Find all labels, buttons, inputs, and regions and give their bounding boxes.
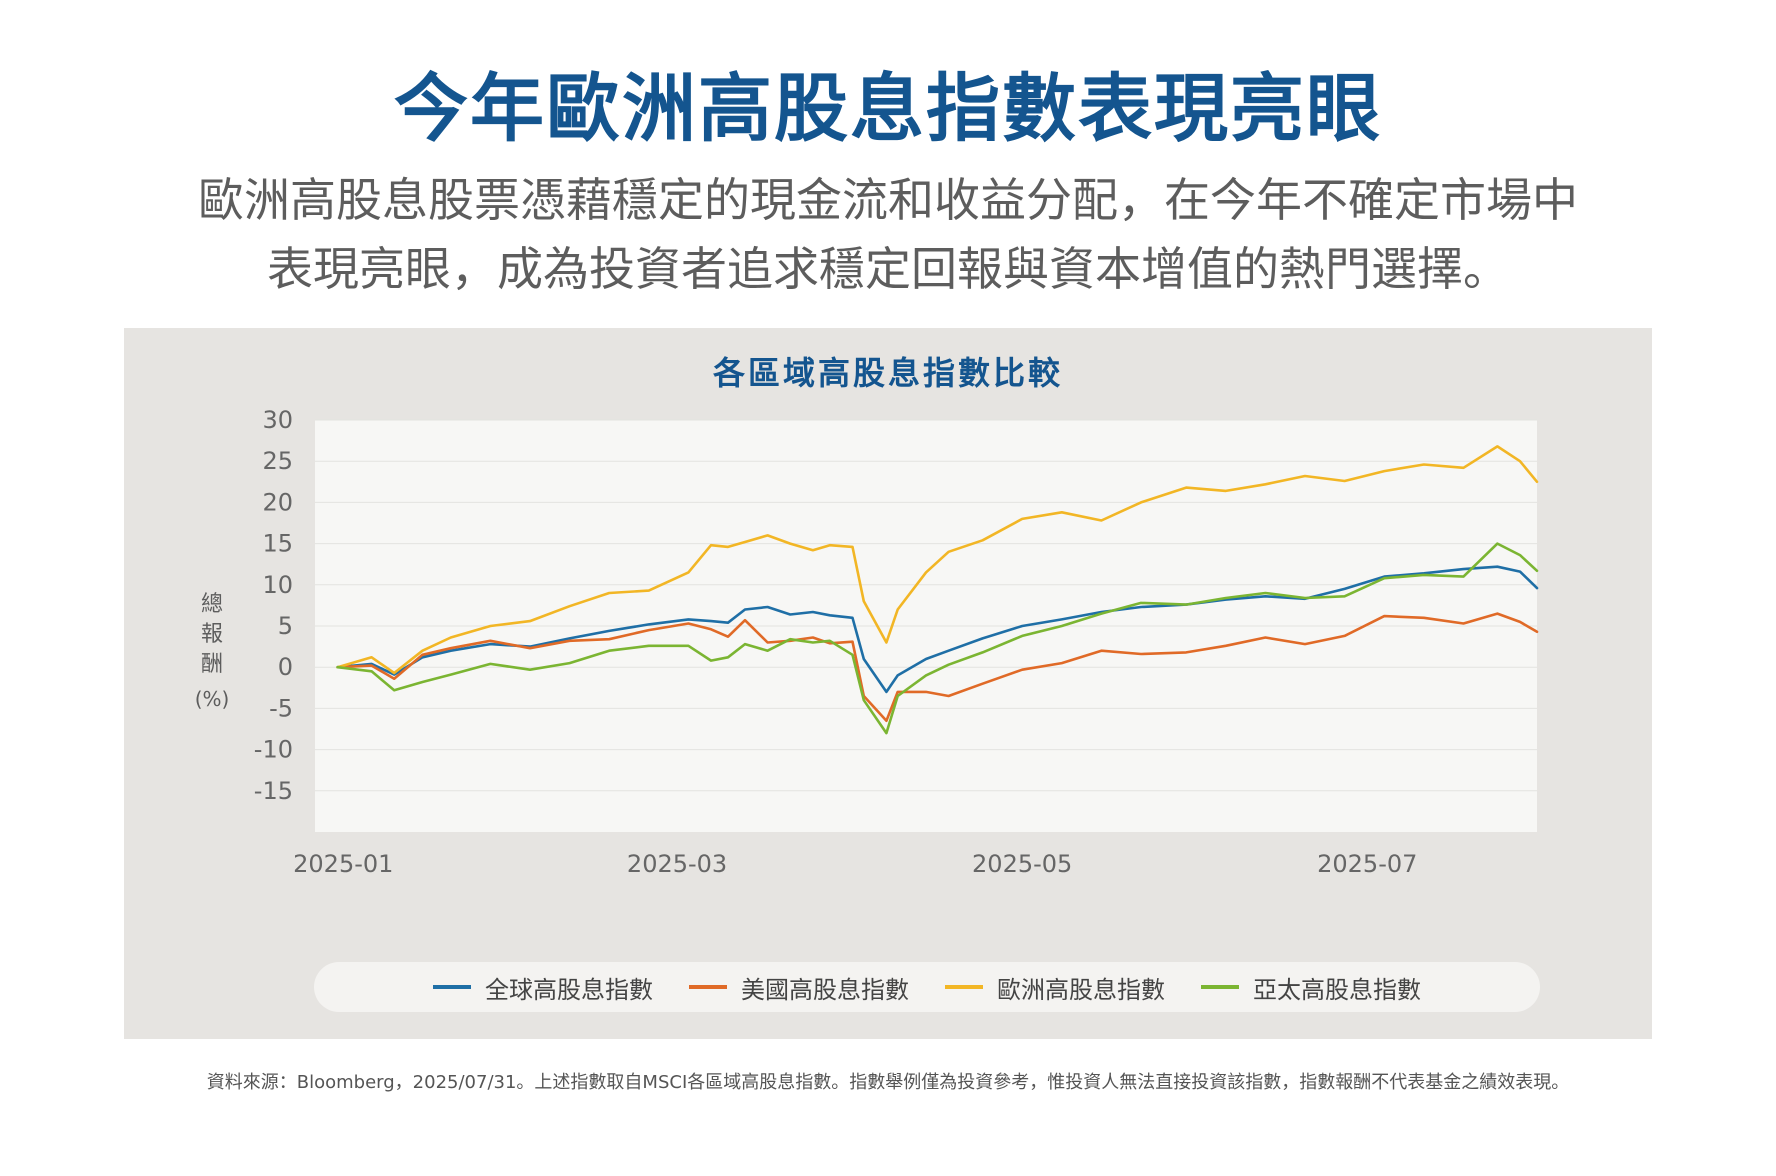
legend-item: 歐洲高股息指數 [945, 970, 1165, 1005]
legend-label: 歐洲高股息指數 [997, 975, 1165, 1004]
legend-item: 亞太高股息指數 [1201, 970, 1421, 1005]
legend-label: 全球高股息指數 [485, 975, 653, 1004]
y-axis-label-char: 酬 [200, 652, 223, 677]
legend-swatch [1201, 985, 1239, 989]
y-tick-label: 5 [278, 612, 293, 640]
page-title: 今年歐洲高股息指數表現亮眼 [394, 66, 1382, 152]
y-axis-label-char: 報 [200, 622, 223, 647]
series-line-2 [336, 612, 1539, 723]
series-line-1 [336, 565, 1539, 694]
y-tick-label: -15 [254, 777, 293, 805]
source-note: 資料來源：Bloomberg，2025/07/31。上述指數取自MSCI各區域高… [206, 1072, 1570, 1093]
series-line-3 [336, 445, 1539, 675]
y-axis-label-char: 總 [200, 592, 223, 617]
chart-panel: 各區域高股息指數比較 總報酬 (%) 30 25 20 15 10 5 0 -5 -10 -15 2… [124, 328, 1652, 1039]
y-axis-label: 總報酬 (%) [188, 590, 236, 714]
page-subtitle-line-2: 表現亮眼，成為投資者追求穩定回報與資本增值的熱門選擇。 [267, 242, 1509, 296]
legend-item: 全球高股息指數 [433, 970, 653, 1005]
legend-swatch [945, 985, 983, 989]
x-tick-label: 2025-05 [972, 850, 1072, 878]
chart-title: 各區域高股息指數比較 [712, 354, 1063, 392]
y-tick-label: 15 [262, 530, 293, 558]
y-tick-label: 10 [262, 571, 293, 599]
y-axis-label-text: 總報酬 [188, 590, 236, 680]
x-tick-label: 2025-01 [293, 850, 393, 878]
legend-swatch [689, 985, 727, 989]
y-axis-unit: (%) [194, 687, 230, 711]
legend-item: 美國高股息指數 [689, 970, 909, 1005]
line-chart: 30 25 20 15 10 5 0 -5 -10 -15 2025-01 2025-03 2025-0… [254, 406, 1539, 878]
y-tick-label: -5 [269, 694, 293, 722]
series-line-4 [336, 542, 1539, 735]
page-subtitle-line-1: 歐洲高股息股票憑藉穩定的現金流和收益分配，在今年不確定市場中 [198, 173, 1578, 227]
y-tick-label: -10 [254, 736, 293, 764]
chart-legend: 全球高股息指數 美國高股息指數 歐洲高股息指數 亞太高股息指數 [314, 962, 1540, 1012]
legend-label: 美國高股息指數 [741, 975, 909, 1004]
legend-swatch [433, 985, 471, 989]
x-tick-label: 2025-03 [627, 850, 727, 878]
x-tick-label: 2025-07 [1317, 850, 1417, 878]
y-tick-label: 0 [278, 653, 293, 681]
legend-label: 亞太高股息指數 [1253, 975, 1421, 1004]
y-tick-label: 30 [262, 406, 293, 434]
y-tick-label: 20 [262, 488, 293, 516]
y-tick-label: 25 [262, 447, 293, 475]
